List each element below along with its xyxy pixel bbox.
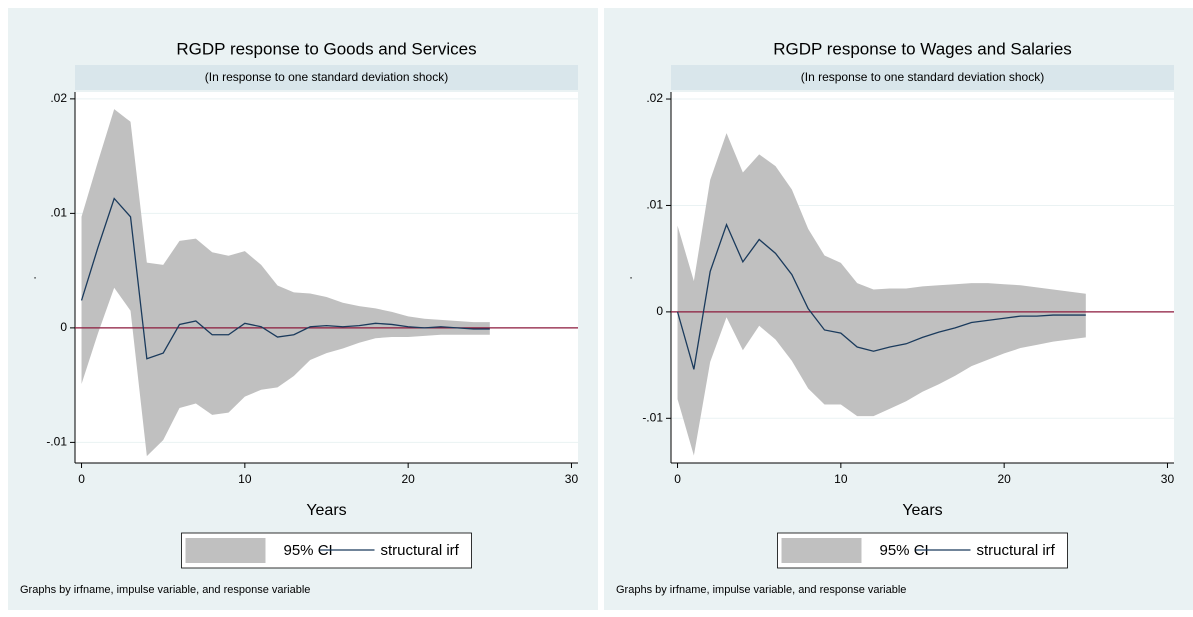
x-tick-label: 30 [1161, 472, 1175, 486]
y-tick-label: 0 [656, 304, 663, 318]
y-axis-label: . [33, 268, 36, 282]
x-axis-label: Years [306, 502, 346, 519]
x-tick-label: 20 [997, 472, 1011, 486]
subtitle-band [671, 65, 1174, 90]
note: Graphs by irfname, impulse variable, and… [616, 584, 906, 596]
x-tick-label: 0 [78, 472, 85, 486]
x-tick-label: 10 [238, 472, 252, 486]
y-tick-label: 0 [60, 320, 67, 334]
chart-subtitle: (In response to one standard deviation s… [205, 70, 448, 84]
x-axis-label: Years [902, 502, 942, 519]
y-tick-label: .02 [646, 91, 663, 105]
irf-line [676, 222, 1086, 370]
chart-subtitle: (In response to one standard deviation s… [801, 70, 1044, 84]
y-tick-label: .02 [50, 91, 67, 105]
legend-label: 95% CI [880, 542, 929, 559]
note: Graphs by irfname, impulse variable, and… [20, 584, 310, 596]
y-tick-label: -.01 [642, 410, 663, 424]
chart-title: RGDP response to Wages and Salaries [773, 39, 1072, 58]
chart-title: RGDP response to Goods and Services [176, 39, 476, 58]
subtitle-band [75, 65, 578, 90]
legend-swatch [781, 538, 862, 563]
legend-swatch [185, 538, 266, 563]
irf-line [80, 197, 490, 360]
y-tick-label: .01 [50, 206, 67, 220]
x-tick-label: 30 [565, 472, 579, 486]
y-axis-label: . [629, 268, 632, 282]
x-tick-label: 20 [401, 472, 415, 486]
legend-label: 95% CI [284, 542, 333, 559]
confidence-band [677, 133, 1086, 456]
y-tick-label: -.01 [46, 435, 67, 449]
x-tick-label: 0 [674, 472, 681, 486]
x-tick-label: 10 [834, 472, 848, 486]
legend-label: structural irf [977, 542, 1056, 559]
confidence-band [81, 109, 490, 457]
y-tick-label: .01 [646, 198, 663, 212]
legend-label: structural irf [381, 542, 460, 559]
